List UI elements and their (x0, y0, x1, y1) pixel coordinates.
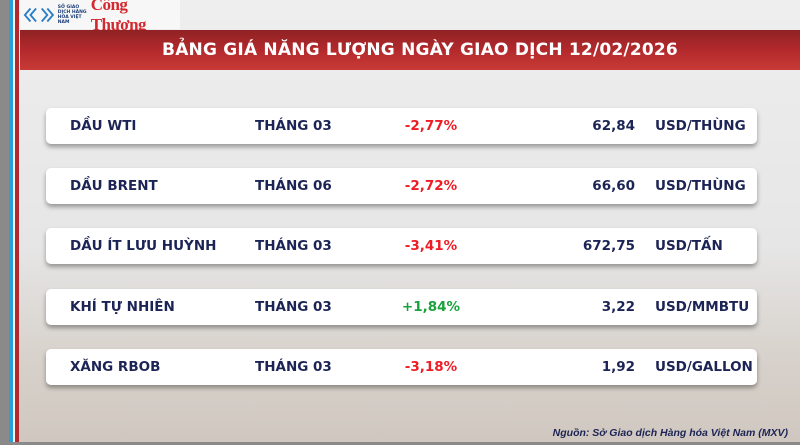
price-unit: USD/GALLON (655, 359, 753, 375)
price-row: DẦU BRENT THÁNG 06 -2,72% 66,60 USD/THÙNG (46, 168, 757, 204)
price-value: 672,75 (582, 238, 635, 254)
page-title: BẢNG GIÁ NĂNG LƯỢNG NGÀY GIAO DỊCH 12/02… (162, 40, 678, 60)
price-row: DẦU WTI THÁNG 03 -2,77% 62,84 USD/THÙNG (46, 108, 757, 144)
change-percent: +1,84% (401, 299, 461, 315)
contract-month: THÁNG 03 (255, 118, 332, 134)
price-value: 66,60 (592, 178, 635, 194)
commodity-name: DẦU WTI (70, 118, 137, 134)
frame-left (0, 0, 9, 445)
contract-month: THÁNG 03 (255, 359, 332, 375)
price-value: 1,92 (601, 359, 635, 375)
price-unit: USD/MMBTU (655, 299, 750, 315)
price-row: KHÍ TỰ NHIÊN THÁNG 03 +1,84% 3,22 USD/MMBTU (46, 289, 757, 325)
change-percent: -3,18% (404, 359, 458, 375)
commodity-name: XĂNG RBOB (70, 359, 161, 375)
stripe-white (13, 0, 15, 445)
contract-month: THÁNG 06 (255, 178, 332, 194)
commodity-name: DẦU ÍT LƯU HUỲNH (70, 238, 217, 254)
commodity-name: KHÍ TỰ NHIÊN (70, 299, 175, 315)
change-percent: -3,41% (404, 238, 458, 254)
price-value: 62,84 (592, 118, 635, 134)
price-unit: USD/THÙNG (655, 178, 746, 194)
price-unit: USD/THÙNG (655, 118, 746, 134)
title-band: BẢNG GIÁ NĂNG LƯỢNG NGÀY GIAO DỊCH 12/02… (20, 30, 800, 70)
change-percent: -2,77% (404, 118, 458, 134)
price-row: XĂNG RBOB THÁNG 03 -3,18% 1,92 USD/GALLON (46, 349, 757, 385)
stripe-red (15, 0, 19, 445)
mxv-logo-icon (23, 7, 55, 22)
price-row: DẦU ÍT LƯU HUỲNH THÁNG 03 -3,41% 672,75 USD/… (46, 228, 757, 264)
price-unit: USD/TẤN (655, 238, 723, 254)
change-percent: -2,72% (404, 178, 458, 194)
mxv-logo-text: SỞ GIAO DỊCH HÀNG HÓA VIỆT NAM (57, 4, 87, 25)
source-note: Nguồn: Sở Giao dịch Hàng hóa Việt Nam (M… (552, 427, 788, 439)
price-value: 3,22 (601, 299, 635, 315)
contract-month: THÁNG 03 (255, 299, 332, 315)
commodity-name: DẦU BRENT (70, 178, 158, 194)
frame-bottom (0, 442, 800, 445)
contract-month: THÁNG 03 (255, 238, 332, 254)
stripe-blue (9, 0, 13, 445)
congthuong-logo: Công Thương (90, 0, 147, 34)
logo-area: SỞ GIAO DỊCH HÀNG HÓA VIỆT NAM Công Thươ… (20, 0, 180, 34)
